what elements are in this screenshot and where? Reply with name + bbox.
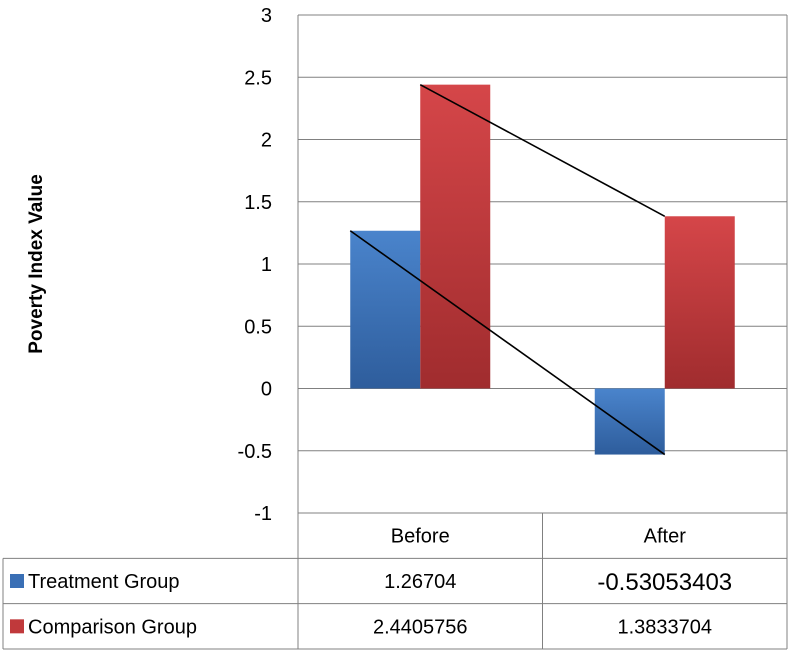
legend-label: Treatment Group: [28, 571, 180, 593]
connector-lines: [349, 83, 666, 456]
category-label: After: [644, 526, 687, 548]
y-tick-label: 1: [261, 254, 272, 276]
data-table: Before After Treatment Group 1.26704 -0.5305…: [2, 15, 788, 650]
y-tick-label: 3: [261, 5, 272, 27]
y-axis-label: Poverty Index Value: [26, 174, 47, 354]
y-tick-label: -0.5: [238, 441, 272, 463]
y-axis-tick-labels: 3 2.5 2 1.5 1 0.5 0 -0.5 -1: [238, 5, 272, 525]
category-label: Before: [391, 526, 450, 548]
bar-treatment-group-after: [594, 388, 665, 455]
y-tick-label: 0.5: [244, 316, 272, 338]
bars: [350, 84, 735, 455]
data-label: 1.3833704: [617, 616, 712, 638]
legend-swatch: [10, 574, 24, 588]
y-tick-label: -1: [254, 503, 272, 525]
data-label: 2.4405756: [373, 616, 468, 638]
data-label: -0.53053403: [597, 569, 732, 596]
bar-comparison-group-before: [420, 84, 491, 389]
data-label: 1.26704: [384, 571, 456, 593]
connector-line-treatment-group: [349, 230, 666, 456]
bar-treatment-group-before: [350, 230, 421, 389]
legend-swatch: [10, 619, 24, 634]
bar-comparison-group-after: [664, 216, 735, 389]
y-tick-label: 1.5: [244, 192, 272, 214]
legend-label: Comparison Group: [28, 616, 197, 638]
y-tick-label: 2.5: [244, 67, 272, 89]
y-tick-label: 2: [261, 130, 272, 152]
y-tick-label: 0: [261, 379, 272, 401]
connector-line-comparison-group: [419, 83, 666, 217]
